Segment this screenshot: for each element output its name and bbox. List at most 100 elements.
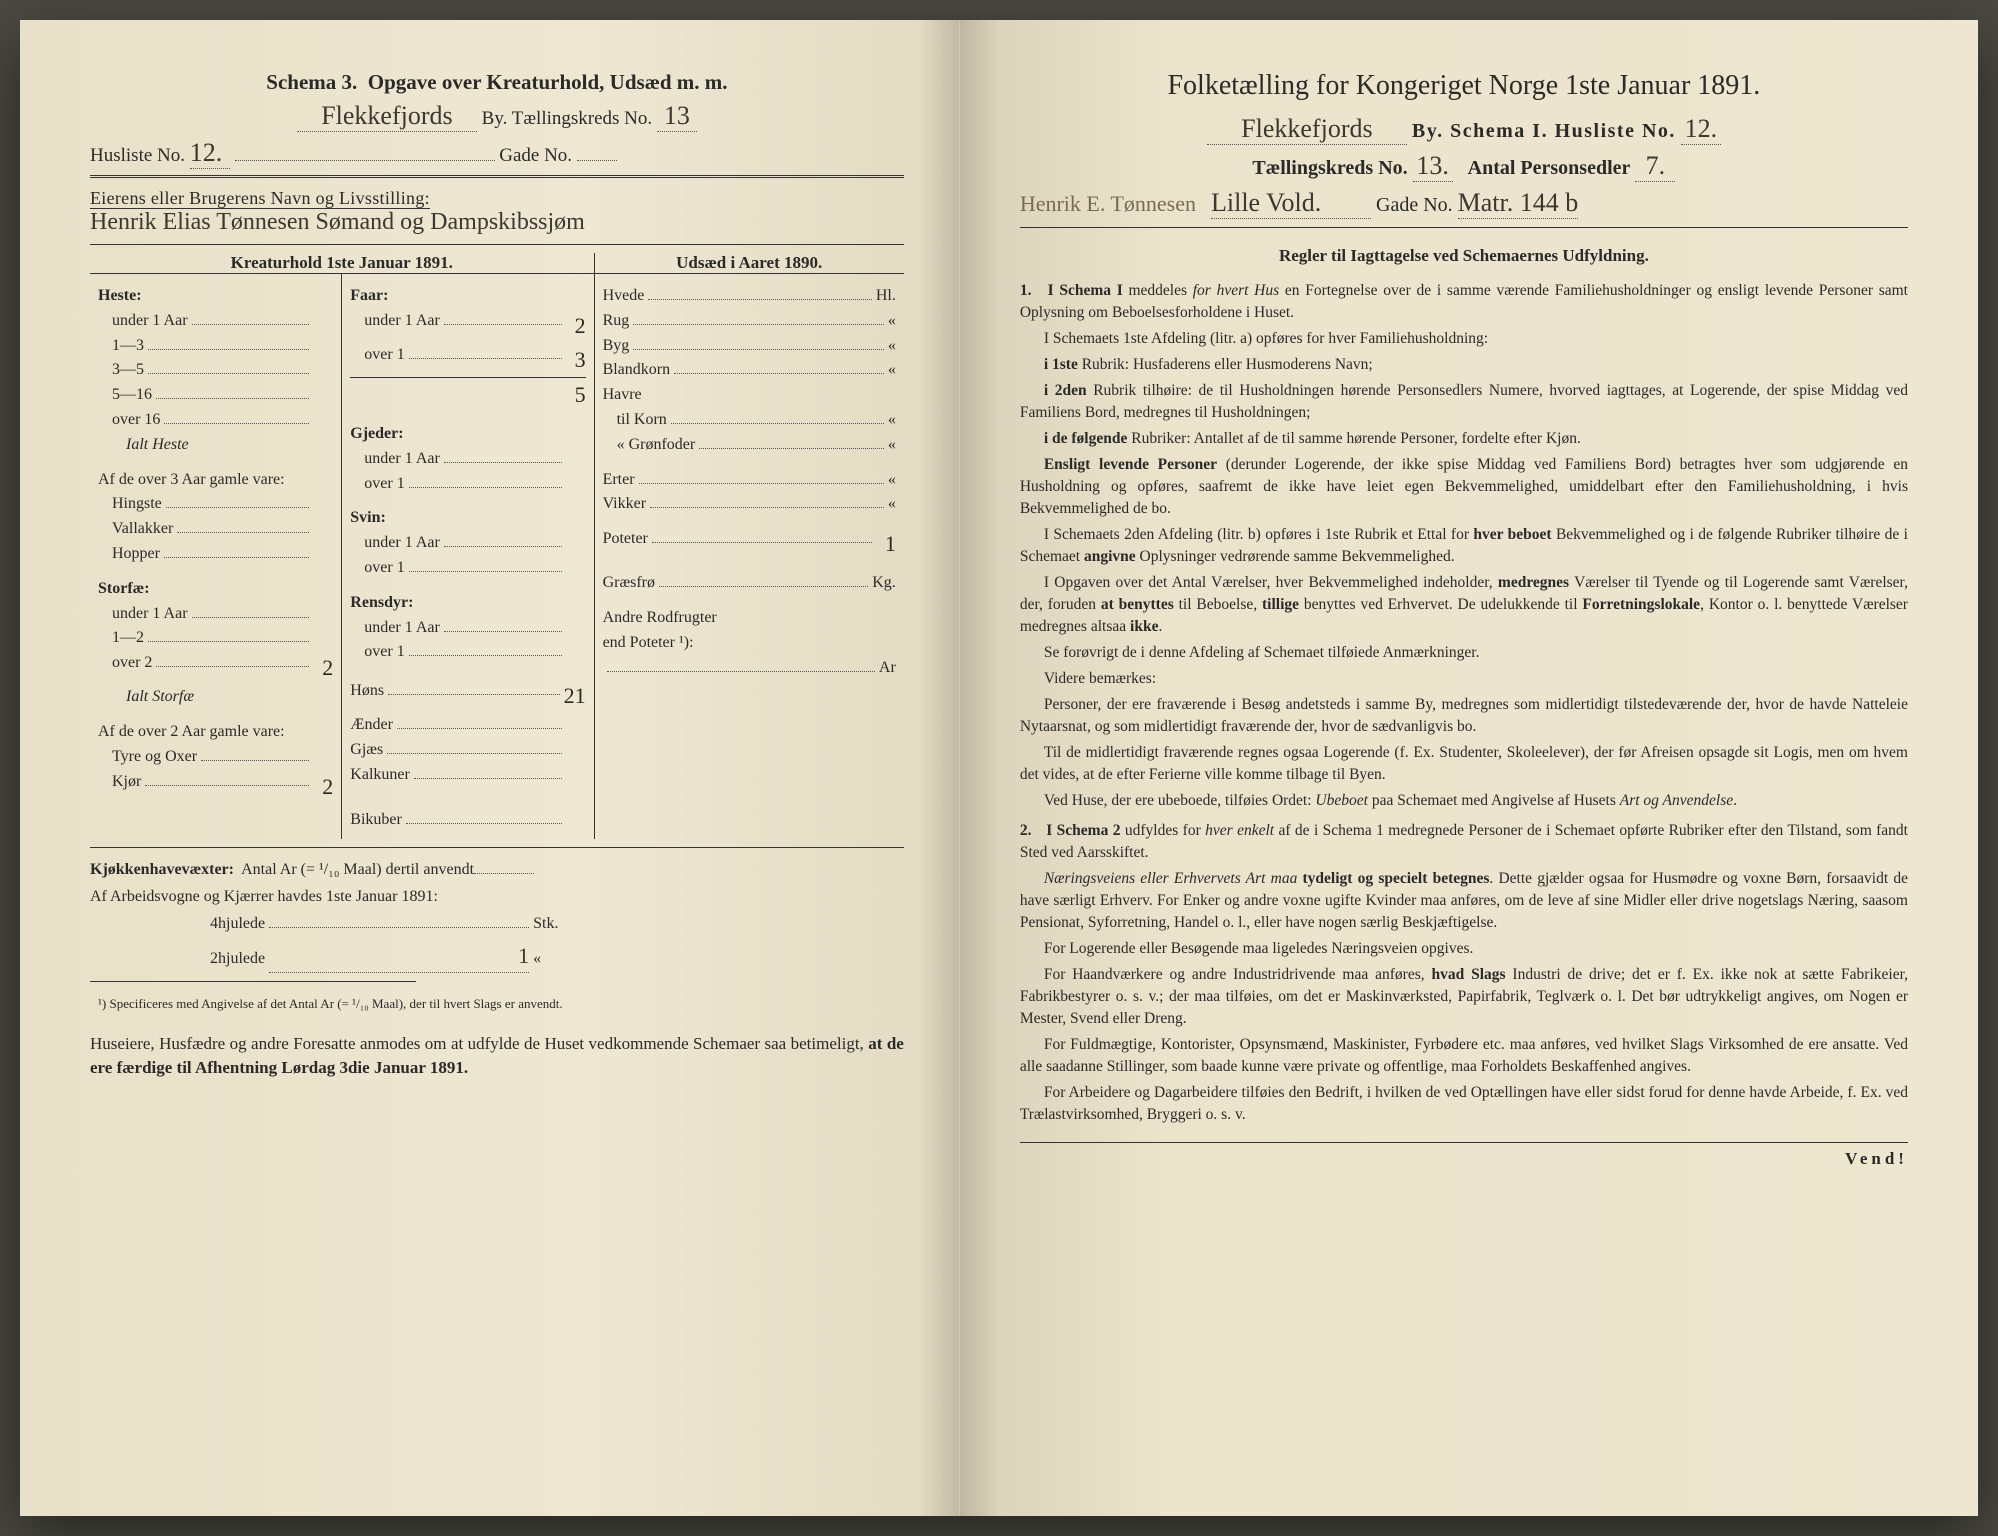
heste-5-16: 5—16 xyxy=(112,383,152,408)
heste-u1: under 1 Aar xyxy=(112,309,188,334)
af3: Af de over 3 Aar gamle vare: xyxy=(98,468,333,493)
r-line1-rest: By. Schema I. Husliste No. xyxy=(1412,120,1676,142)
hjul2-val: 1 xyxy=(518,943,529,968)
p19: For Arbeidere og Dagarbeidere tilføies d… xyxy=(1020,1082,1908,1126)
r-kreds-no: 13. xyxy=(1413,151,1453,182)
husliste-line: Husliste No. 12. Gade No. xyxy=(90,138,904,169)
gjeder-o1: over 1 xyxy=(364,472,404,497)
hjul2: 2hjulede xyxy=(210,950,265,967)
r-gade-lbl: Gade No. xyxy=(1376,194,1453,216)
owner-value: Henrik Elias Tønnesen Sømand og Dampskib… xyxy=(90,209,585,235)
col-a: Heste: under 1 Aar 1—3 3—5 5—16 over 16 … xyxy=(90,274,342,839)
r-kreds-lbl: Tællingskreds No. xyxy=(1252,157,1407,179)
p9: Se forøvrigt de i denne Afdeling af Sche… xyxy=(1020,642,1908,664)
stk-unit: Stk. xyxy=(533,915,558,932)
census-book: Schema 3. Opgave over Kreaturhold, Udsæd… xyxy=(20,20,1978,1516)
gjaes: Gjæs xyxy=(350,738,383,763)
r-by-hand: Flekkefjords xyxy=(1207,114,1407,145)
p11: Personer, der ere fraværende i Besøg and… xyxy=(1020,694,1908,738)
col-c: HvedeHl. Rug« Byg« Blandkorn« Havre til … xyxy=(595,274,904,839)
graesfro: Græsfrø xyxy=(603,571,655,596)
rug: Rug xyxy=(603,309,630,334)
col-right-hdr: Udsæd i Aaret 1890. xyxy=(595,253,904,273)
by-label: By. Tællingskreds No. xyxy=(482,108,652,129)
hons-val: 21 xyxy=(564,679,586,713)
bikuber: Bikuber xyxy=(350,808,402,833)
faar-hdr: Faar: xyxy=(350,284,585,309)
by-hand: Flekkefjords xyxy=(297,101,477,132)
r-pers-lbl: Antal Personsedler xyxy=(1468,157,1631,179)
hjul4: 4hjulede xyxy=(210,915,265,932)
tyre: Tyre og Oxer xyxy=(112,745,197,770)
r-line1: Flekkefjords By. Schema I. Husliste No. … xyxy=(1020,114,1908,145)
andre-rod: Andre Rodfrugter xyxy=(603,606,896,631)
ar-unit: Ar xyxy=(879,656,896,681)
husliste-label: Husliste No. xyxy=(90,145,185,166)
havre: Havre xyxy=(603,383,642,408)
livestock-table: Heste: under 1 Aar 1—3 3—5 5—16 over 16 … xyxy=(90,273,904,839)
rules-title: Regler til Iagttagelse ved Schemaernes U… xyxy=(1020,246,1908,266)
owner-row: Eierens eller Brugerens Navn og Livsstil… xyxy=(90,188,904,236)
heste-hdr: Heste: xyxy=(98,284,333,309)
svin-o1: over 1 xyxy=(364,556,404,581)
r-gate: Lille Vold. xyxy=(1211,188,1371,219)
closing-text: Huseiere, Husfædre og andre Foresatte an… xyxy=(90,1032,904,1081)
r-pers-no: 7. xyxy=(1635,151,1675,182)
bottom-lines: Kjøkkenhavevæxter: Kjøkkenhavevæxter: An… xyxy=(90,858,904,973)
p12: Til de midlertidigt fraværende regnes og… xyxy=(1020,742,1908,786)
kjor-val: 2 xyxy=(313,770,333,804)
tilkorn: til Korn xyxy=(617,408,667,433)
r-matr: Matr. 144 b xyxy=(1458,188,1579,219)
vikker: Vikker xyxy=(603,492,646,517)
faar-u1: under 1 Aar xyxy=(364,309,440,343)
kjor: Kjør xyxy=(112,770,141,804)
storfae-hdr: Storfæ: xyxy=(98,577,333,602)
faar-o1: over 1 xyxy=(364,343,404,377)
hingste: Hingste xyxy=(112,492,162,517)
rensdyr-o1: over 1 xyxy=(364,640,404,665)
vallakker: Vallakker xyxy=(112,517,173,542)
ialt-heste: Ialt Heste xyxy=(98,433,333,458)
owner-label: Eierens eller Brugerens Navn og Livsstil… xyxy=(90,188,430,209)
right-page: Folketælling for Kongeriget Norge 1ste J… xyxy=(960,20,1978,1516)
hl-unit: Hl. xyxy=(876,284,896,309)
kalkuner: Kalkuner xyxy=(350,763,410,788)
left-page: Schema 3. Opgave over Kreaturhold, Udsæd… xyxy=(20,20,960,1516)
gjeder-u1: under 1 Aar xyxy=(364,447,440,472)
blandkorn: Blandkorn xyxy=(603,358,671,383)
storfae-o2-val: 2 xyxy=(313,651,333,685)
gronfoder: « Grønfoder xyxy=(617,433,696,458)
svin-u1: under 1 Aar xyxy=(364,531,440,556)
r-husliste-no: 12. xyxy=(1681,114,1721,145)
left-byline: Flekkefjords By. Tællingskreds No. 13 xyxy=(90,101,904,132)
heste-o16: over 16 xyxy=(112,408,160,433)
faar-sum: 5 xyxy=(566,378,586,412)
gade-no xyxy=(577,160,617,161)
schema-label: Schema 3. xyxy=(266,70,357,94)
byg: Byg xyxy=(603,334,630,359)
storfae-o2: over 2 xyxy=(112,651,152,685)
husliste-no: 12. xyxy=(190,138,230,169)
footnote: ¹) Specificeres med Angivelse af det Ant… xyxy=(90,996,904,1012)
poteter: Poteter xyxy=(603,527,648,561)
svin-hdr: Svin: xyxy=(350,506,585,531)
kjokken-lbl: Kjøkkenhavevæxter: xyxy=(90,861,234,878)
gade-label: Gade No. xyxy=(499,145,572,166)
rensdyr-hdr: Rensdyr: xyxy=(350,591,585,616)
gjeder-hdr: Gjeder: xyxy=(350,422,585,447)
rules-body: 1. I Schema I meddeles for hvert Hus en … xyxy=(1020,280,1908,1126)
p10: Videre bemærkes: xyxy=(1020,668,1908,690)
faar-o1-val: 3 xyxy=(566,343,586,377)
left-title: Schema 3. Opgave over Kreaturhold, Udsæd… xyxy=(90,70,904,95)
endpoteter: end Poteter ¹): xyxy=(603,631,694,656)
vend: Vend! xyxy=(1020,1142,1908,1169)
hons: Høns xyxy=(350,679,384,713)
poteter-val: 1 xyxy=(876,527,896,561)
faar-u1-val: 2 xyxy=(566,309,586,343)
col-b: Faar: under 1 Aar 2 over 1 3 5 Gjeder: und… xyxy=(342,274,594,839)
kreds-no: 13 xyxy=(657,101,697,132)
heste-3-5: 3—5 xyxy=(112,358,144,383)
aender: Ænder xyxy=(350,713,393,738)
rensdyr-u1: under 1 Aar xyxy=(364,616,440,641)
right-title: Folketælling for Kongeriget Norge 1ste J… xyxy=(1020,70,1908,102)
